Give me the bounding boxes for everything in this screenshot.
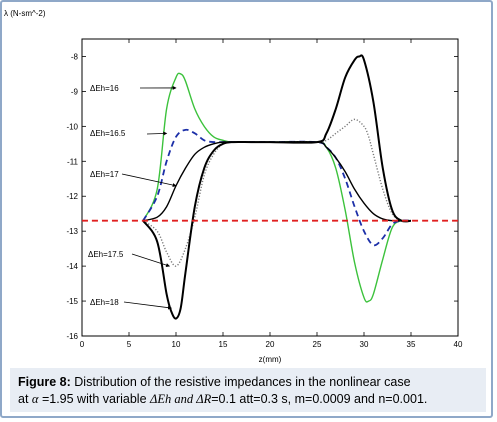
x-tick-label: 35: [407, 340, 416, 349]
x-tick-label: 20: [266, 340, 275, 349]
caption-line1: Distribution of the resistive impedances…: [74, 375, 411, 389]
series-line-16-5: [142, 128, 412, 247]
x-tick-label: 15: [219, 340, 228, 349]
y-axis-title: λ (N-sm^-2): [4, 9, 46, 18]
annotation-arrow: [146, 131, 168, 136]
caption-line2-prefix: at: [18, 392, 32, 406]
caption-alpha: α: [31, 392, 39, 406]
caption-delta-eh: ΔEh: [150, 392, 172, 406]
y-tick-label: -15: [66, 297, 78, 306]
y-tick-label: -13: [66, 227, 78, 236]
y-tick-label: -12: [66, 192, 78, 201]
annotation-arrow: [121, 173, 177, 187]
y-tick-label: -10: [66, 122, 78, 131]
series-line-18: [142, 54, 412, 320]
annotation-arrow: [131, 253, 171, 267]
y-tick-label: -8: [71, 52, 79, 61]
y-tick-label: -9: [71, 87, 79, 96]
x-tick-label: 30: [360, 340, 369, 349]
figure-caption: Figure 8: Distribution of the resistive …: [10, 368, 486, 412]
x-tick-label: 5: [127, 340, 132, 349]
x-tick-label: 40: [454, 340, 463, 349]
series-annotation-label: ΔEh=18: [90, 298, 119, 307]
caption-label: Figure 8:: [18, 375, 71, 389]
line-chart: λ (N-sm^-2) z(mm) 0 5 10 15 20 25 30 35 40 -8 -9 -1…: [4, 9, 463, 364]
series-line-17-5: [142, 118, 412, 267]
series-annotation-label: ΔEh=16: [90, 84, 119, 93]
caption-and: and: [171, 392, 197, 406]
caption-line2-mid: =1.95 with variable: [38, 392, 150, 406]
x-tick-label: 25: [313, 340, 322, 349]
series-annotation-label: ΔEh=17.5: [88, 250, 124, 259]
plot-area: [81, 38, 459, 337]
y-tick-label: -16: [66, 332, 78, 341]
caption-delta-r: ΔR: [196, 392, 212, 406]
caption-line2-suffix: =0.1 att=0.3 s, m=0.0009 and n=0.001.: [211, 392, 428, 406]
series-annotation-label: ΔEh=16.5: [90, 129, 126, 138]
annotation-arrow: [123, 301, 172, 310]
x-tick-label: 0: [80, 340, 85, 349]
y-tick-label: -11: [67, 157, 79, 166]
x-axis-title: z(mm): [259, 355, 282, 364]
series-annotation-label: ΔEh=17: [90, 170, 119, 179]
y-tick-label: -14: [66, 262, 78, 271]
x-tick-label: 10: [172, 340, 181, 349]
